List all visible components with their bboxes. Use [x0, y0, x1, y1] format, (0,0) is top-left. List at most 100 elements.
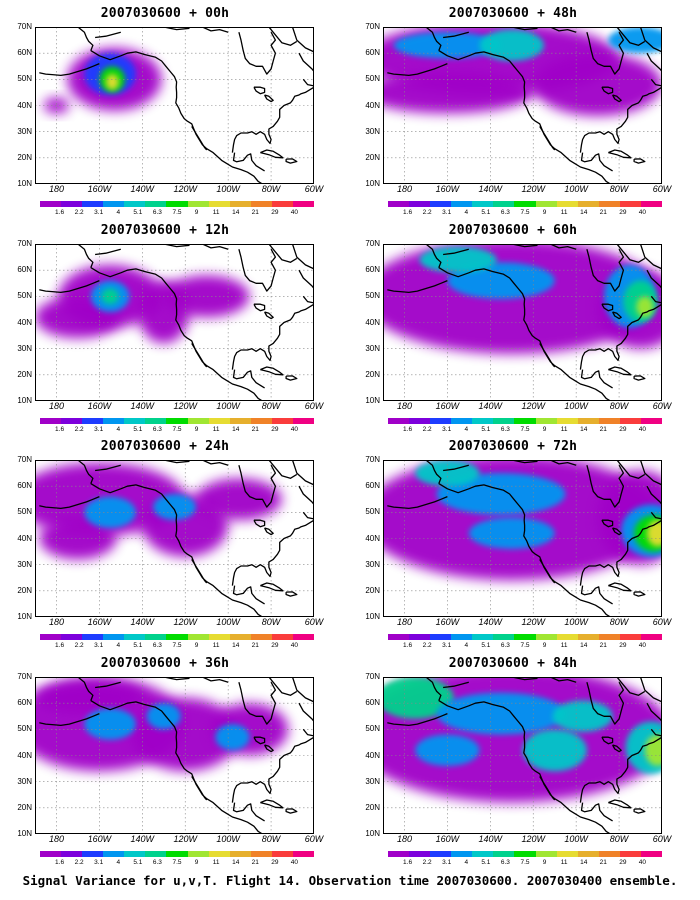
coastline — [612, 527, 622, 536]
lat-label: 30N — [365, 126, 380, 136]
coastline — [298, 52, 314, 72]
coastline — [580, 585, 613, 605]
variance-map — [383, 677, 662, 834]
colorbar-label: 1.6 — [55, 859, 65, 866]
colorbar-swatch — [577, 201, 599, 207]
colorbar-labels: 1.6 2.2 3.1 4 5.1 6.3 7.5 9 11 14 21 29 40 — [40, 642, 314, 652]
coastline — [77, 244, 94, 268]
coastline — [291, 460, 314, 486]
colorbar-label: 6.3 — [500, 426, 510, 433]
coastline — [39, 495, 100, 510]
variance-contour — [533, 53, 662, 116]
variance-contour — [644, 734, 662, 766]
colorbar-swatch — [82, 418, 104, 424]
lon-label: 100W — [216, 401, 240, 411]
lon-label: 140W — [478, 401, 503, 411]
colorbar-label: 40 — [638, 642, 647, 649]
colorbar-swatch — [451, 418, 473, 424]
colorbar-label: 5.1 — [481, 426, 491, 433]
coastlines — [39, 27, 314, 184]
colorbar-label: 6.3 — [500, 209, 510, 216]
colorbar-swatch — [556, 418, 578, 424]
colorbar-label: 1.6 — [403, 209, 413, 216]
colorbar-swatch — [271, 201, 293, 207]
colorbar-label: 11 — [560, 859, 568, 866]
coastline — [268, 460, 298, 479]
coastline — [550, 460, 577, 466]
lon-label: 180 — [396, 401, 412, 411]
colorbar-labels: 1.6 2.2 3.1 4 5.1 6.3 7.5 9 11 14 21 29 40 — [388, 426, 662, 436]
lat-label: 60N — [17, 48, 32, 58]
coastline — [639, 244, 662, 270]
coastline — [650, 78, 662, 87]
colorbar-label: 1.6 — [55, 209, 65, 216]
lat-label: 10N — [17, 179, 32, 188]
colorbar-label: 7.5 — [520, 209, 530, 216]
colorbar-label: 40 — [290, 426, 299, 433]
colorbar-swatch — [598, 634, 620, 640]
colorbar — [40, 851, 315, 857]
variance-contour — [146, 703, 181, 730]
map-panel: 2007030600 + 24h 70N 60N 50N 40N 30N 20N 10N 180… — [0, 433, 330, 653]
gridlines — [383, 677, 662, 834]
lat-label: 50N — [17, 507, 32, 517]
colorbar — [388, 851, 663, 857]
colorbar-label: 14 — [580, 426, 588, 433]
coastline — [302, 511, 314, 520]
lon-label: 120W — [521, 617, 545, 627]
colorbar-label: 29 — [619, 859, 627, 866]
colorbar-label: 29 — [271, 426, 279, 433]
lon-label: 60W — [652, 834, 672, 844]
colorbar-label: 14 — [232, 209, 240, 216]
lat-label: 20N — [17, 152, 32, 162]
colorbar-label: 4 — [464, 642, 469, 649]
colorbar-swatch — [103, 851, 125, 857]
colorbar-swatch — [577, 418, 599, 424]
colorbar-label: 2.2 — [74, 209, 84, 216]
variance-contour — [383, 677, 454, 719]
coastline — [39, 279, 100, 294]
colorbar-label: 5.1 — [481, 859, 491, 866]
coastline — [586, 464, 625, 508]
colorbar-swatch — [556, 201, 578, 207]
map-panel: 2007030600 + 84h 70N 60N 50N 40N 30N 20N 10N 180… — [348, 650, 678, 870]
coastline — [633, 158, 646, 164]
colorbar-label: 3.1 — [94, 426, 104, 433]
lat-label: 30N — [17, 343, 32, 353]
lat-label: 60N — [17, 698, 32, 708]
colorbar-swatch — [430, 201, 452, 207]
variance-contour — [195, 478, 282, 521]
colorbar-swatch — [271, 851, 293, 857]
coastline — [77, 460, 94, 484]
lon-label: 120W — [521, 401, 545, 411]
colorbar — [388, 634, 663, 640]
coastline — [191, 559, 208, 584]
lat-label: 20N — [17, 585, 32, 595]
colorbar-swatch — [187, 851, 209, 857]
lat-label: 70N — [17, 22, 32, 31]
colorbar — [40, 418, 315, 424]
colorbar-swatch — [556, 851, 578, 857]
lon-label: 160W — [87, 834, 112, 844]
lat-label: 50N — [365, 507, 380, 517]
coastline — [291, 27, 314, 53]
gridlines — [35, 677, 314, 834]
colorbar-swatch — [145, 851, 167, 857]
colorbar-swatch — [640, 201, 663, 207]
coastline — [539, 126, 556, 151]
coastline — [260, 149, 284, 159]
gridlines — [383, 244, 662, 401]
lat-label: 30N — [365, 776, 380, 786]
lon-label: 80W — [609, 401, 629, 411]
colorbar-label: 6.3 — [152, 426, 162, 433]
colorbar-labels: 1.6 2.2 3.1 4 5.1 6.3 7.5 9 11 14 21 29 40 — [40, 426, 314, 436]
colorbar-swatch — [619, 851, 641, 857]
colorbar-swatch — [124, 634, 146, 640]
coastline — [443, 31, 469, 39]
colorbar-label: 11 — [560, 642, 568, 649]
coastline — [302, 78, 314, 87]
lat-label: 60N — [365, 265, 380, 275]
colorbar-swatch — [619, 634, 641, 640]
variance-contour — [84, 708, 136, 740]
colorbar-swatch — [430, 418, 452, 424]
